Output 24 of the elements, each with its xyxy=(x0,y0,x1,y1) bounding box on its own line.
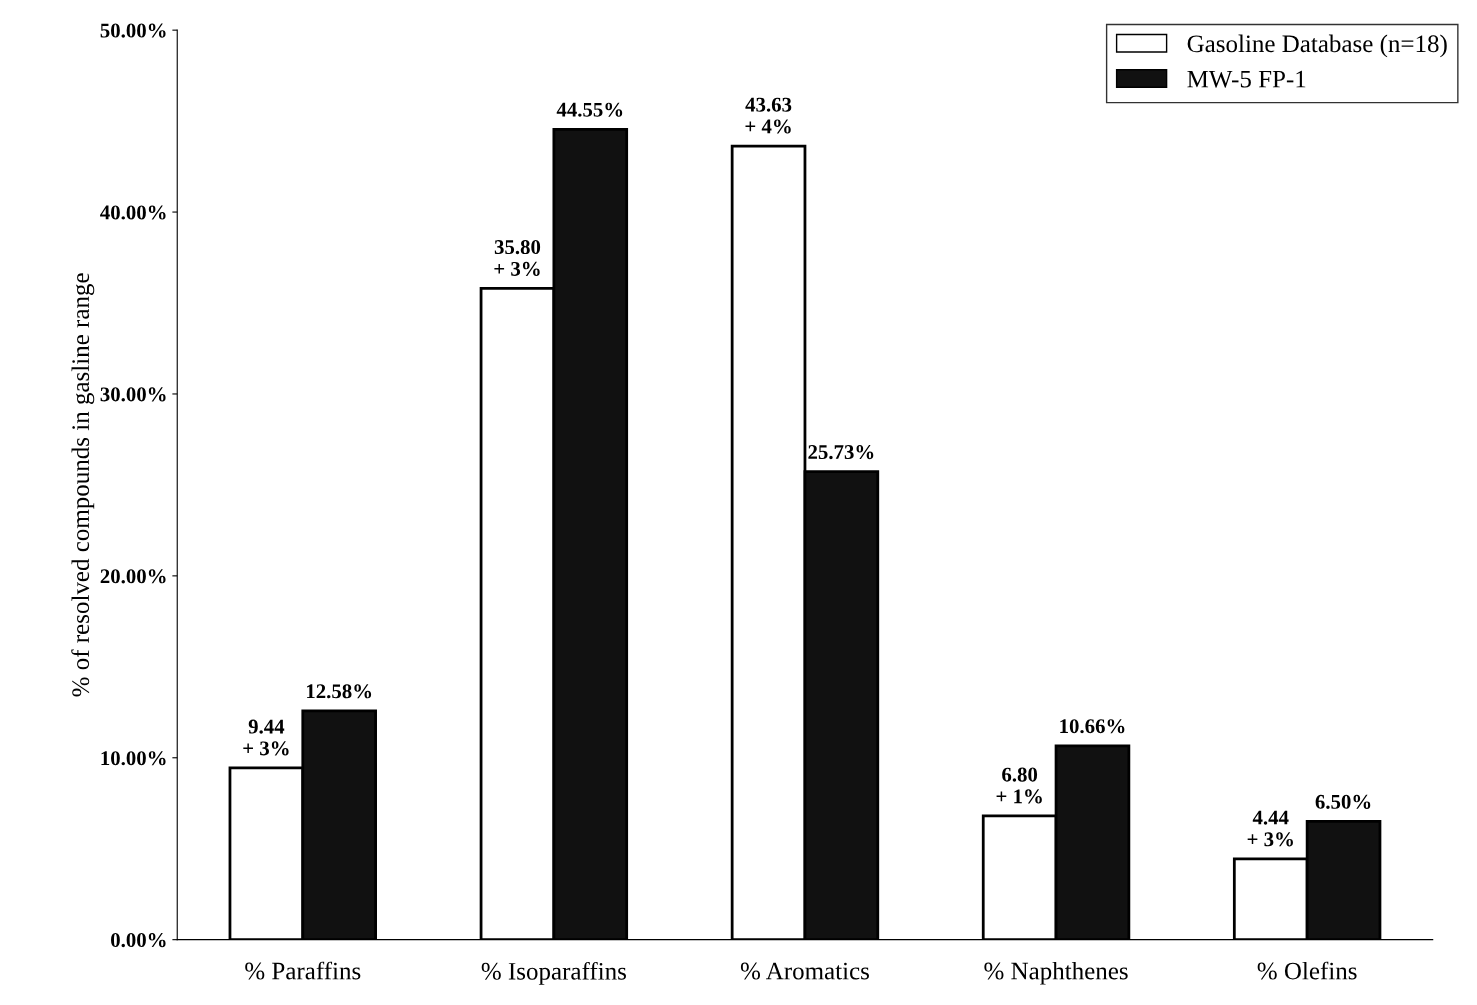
data-label: 9.44 + 3% xyxy=(243,719,289,756)
x-tick-label: % Isoparaffins xyxy=(481,961,626,985)
y-tick-label: 0.00% xyxy=(111,933,166,948)
data-label: 12.58% xyxy=(307,684,372,699)
y-tick-label: 40.00% xyxy=(100,205,166,220)
data-label: 35.80 + 3% xyxy=(494,240,541,276)
x-tick-label: % Aromatics xyxy=(740,962,869,980)
data-label: 10.66% xyxy=(1060,719,1125,734)
data-label: 44.55% xyxy=(556,102,623,117)
data-label: 43.63 + 4% xyxy=(745,97,792,134)
y-tick-label: 50.00% xyxy=(100,23,166,38)
y-axis-title: % of resolved compounds in gasline range xyxy=(71,273,95,697)
y-tick-label: 10.00% xyxy=(101,751,166,766)
data-label: 25.73% xyxy=(808,445,874,460)
x-tick-label: % Olefins xyxy=(1257,961,1357,980)
legend-label: Gasoline Database (n=18) xyxy=(1187,34,1447,58)
y-tick-label: 30.00% xyxy=(100,387,166,402)
x-tick-label: % Paraffins xyxy=(245,961,361,980)
x-tick-label: % Naphthenes xyxy=(984,961,1128,985)
y-tick-label: 20.00% xyxy=(100,569,166,584)
legend-label: MW-5 FP-1 xyxy=(1187,70,1306,88)
data-label: 6.80 + 1% xyxy=(996,767,1042,804)
data-label: 4.44 + 3% xyxy=(1247,810,1293,847)
data-label: 6.50% xyxy=(1315,794,1371,809)
